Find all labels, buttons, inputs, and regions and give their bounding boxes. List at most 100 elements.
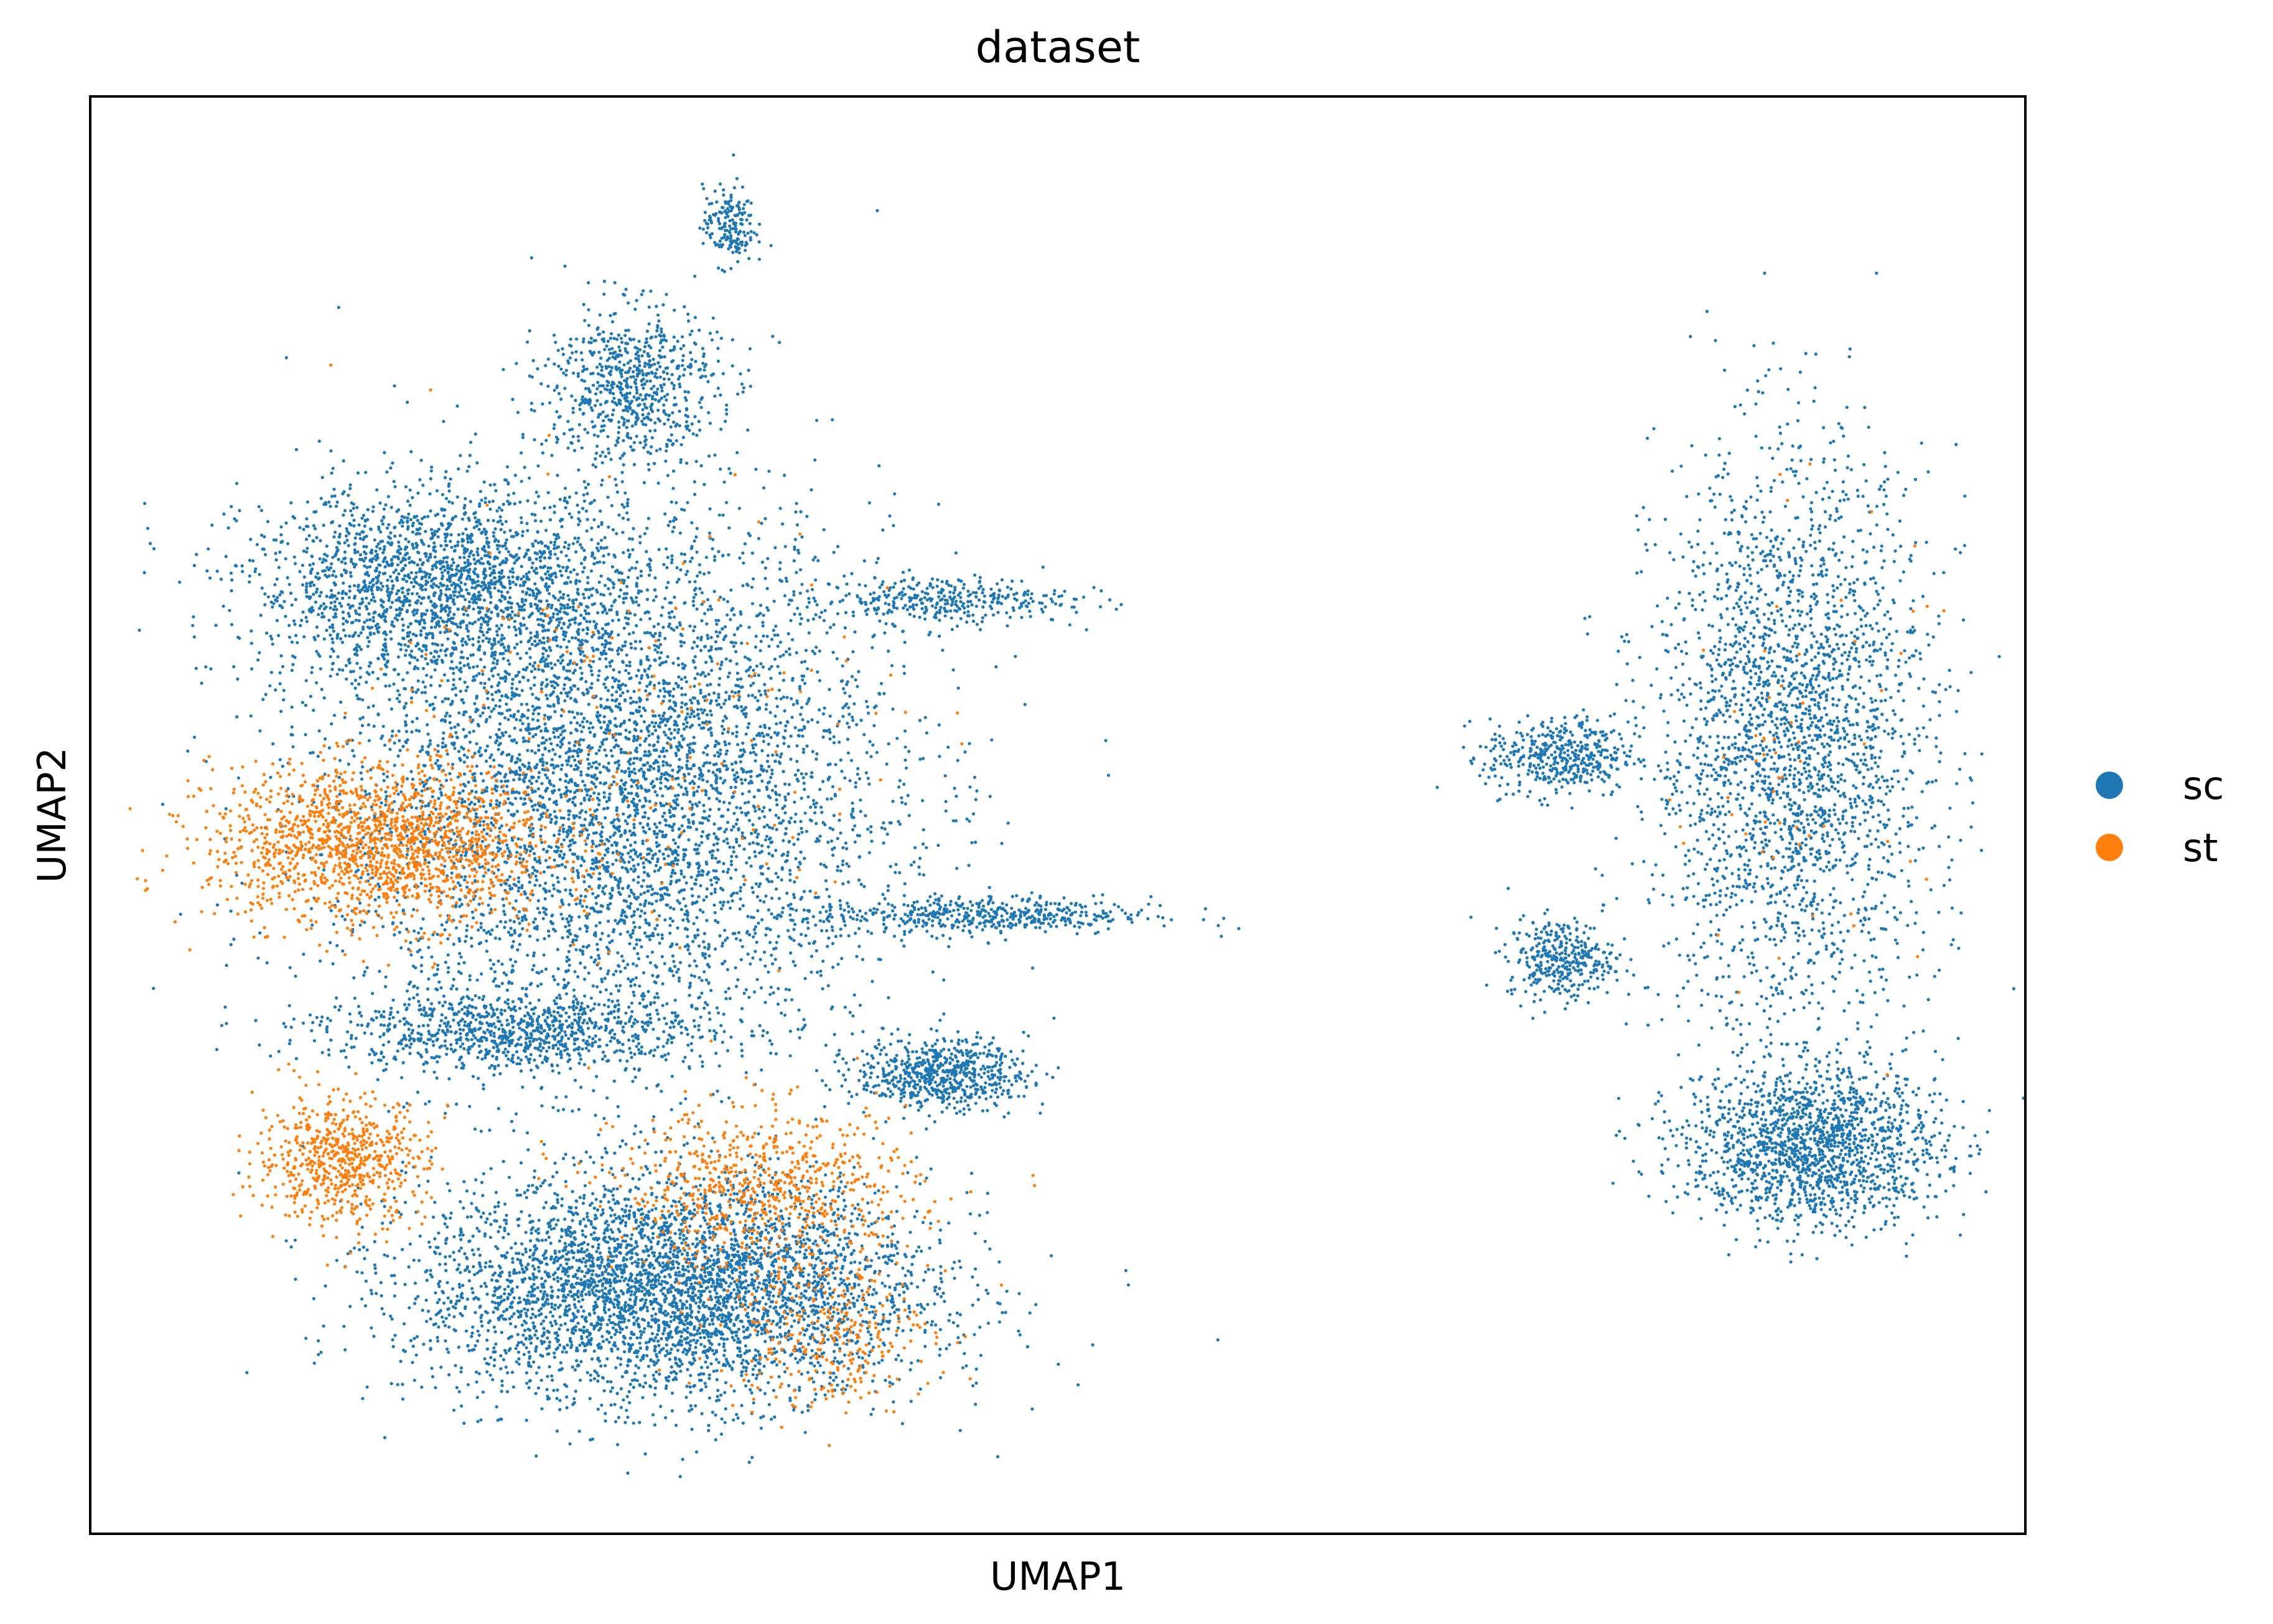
data-point: [512, 920, 516, 923]
data-point: [814, 801, 818, 805]
data-point: [1023, 702, 1027, 706]
data-point: [628, 855, 632, 859]
data-point: [632, 767, 637, 771]
data-point: [698, 976, 701, 979]
data-point: [633, 895, 637, 899]
data-point: [625, 664, 628, 668]
data-point: [697, 717, 701, 721]
data-point: [352, 754, 356, 758]
data-point: [556, 889, 560, 893]
data-point: [632, 823, 636, 826]
data-point: [636, 576, 640, 580]
data-point: [577, 747, 581, 751]
data-point: [609, 664, 612, 668]
data-point: [802, 674, 806, 678]
data-point: [186, 749, 190, 753]
data-point: [533, 803, 537, 807]
data-point: [582, 880, 586, 884]
data-point: [434, 762, 437, 765]
data-point: [735, 671, 740, 675]
data-point: [789, 951, 793, 955]
data-point: [740, 1048, 744, 1052]
data-point: [753, 990, 757, 994]
data-point: [497, 747, 500, 752]
data-point: [351, 749, 355, 752]
data-point: [776, 633, 780, 637]
data-point: [618, 834, 623, 838]
data-point: [695, 790, 699, 793]
data-point: [505, 785, 509, 788]
data-point: [670, 601, 673, 605]
data-point: [673, 871, 677, 875]
data-point: [741, 584, 745, 587]
data-point: [576, 855, 579, 859]
data-point: [869, 755, 873, 758]
data-point: [465, 588, 469, 592]
data-point: [796, 838, 800, 841]
data-point: [629, 889, 633, 892]
data-point: [506, 645, 510, 648]
data-point: [455, 987, 459, 991]
data-point: [445, 711, 449, 715]
data-point: [533, 790, 537, 793]
data-point: [384, 985, 388, 989]
data-point: [672, 823, 676, 826]
data-point: [471, 643, 475, 646]
data-point: [385, 665, 389, 669]
data-point: [637, 880, 640, 884]
data-point: [409, 696, 414, 700]
data-point: [657, 714, 661, 717]
data-point: [614, 1004, 617, 1007]
data-point: [749, 770, 753, 773]
data-point: [727, 867, 730, 871]
data-point: [556, 948, 560, 951]
data-point: [398, 930, 401, 934]
data-point: [954, 819, 958, 823]
data-point: [806, 618, 810, 622]
data-point: [467, 780, 470, 784]
data-point: [642, 891, 646, 895]
data-point: [727, 671, 731, 675]
data-point: [401, 745, 405, 749]
data-point: [436, 968, 440, 971]
data-point: [614, 569, 618, 574]
data-point: [773, 546, 777, 549]
data-point: [532, 954, 536, 958]
data-point: [604, 865, 609, 869]
data-point: [670, 871, 674, 875]
data-point: [678, 827, 681, 831]
data-point: [792, 938, 796, 942]
data-point: [646, 874, 650, 877]
data-point: [526, 896, 530, 900]
data-point: [544, 881, 548, 885]
data-point: [482, 994, 486, 998]
data-point: [814, 578, 818, 582]
data-point: [696, 699, 700, 703]
data-point: [618, 694, 622, 698]
data-point: [759, 986, 763, 990]
data-point: [646, 847, 650, 851]
data-point: [647, 788, 651, 792]
data-point: [1014, 655, 1017, 658]
data-point: [373, 599, 377, 603]
data-point: [673, 615, 676, 619]
data-point: [696, 574, 699, 578]
data-point: [848, 1010, 852, 1014]
data-point: [535, 630, 539, 634]
data-point: [597, 749, 601, 752]
data-point: [404, 730, 409, 734]
data-point: [645, 588, 649, 592]
data-point: [573, 536, 577, 540]
data-point: [521, 675, 525, 679]
data-point: [534, 733, 538, 737]
data-point: [479, 681, 483, 685]
data-point: [585, 945, 589, 949]
data-point: [670, 558, 674, 562]
data-point: [452, 549, 457, 553]
data-point: [480, 839, 485, 843]
data-point: [572, 988, 576, 992]
data-point: [579, 894, 583, 898]
data-point: [497, 743, 501, 747]
data-point: [637, 895, 640, 899]
data-point: [458, 898, 462, 902]
